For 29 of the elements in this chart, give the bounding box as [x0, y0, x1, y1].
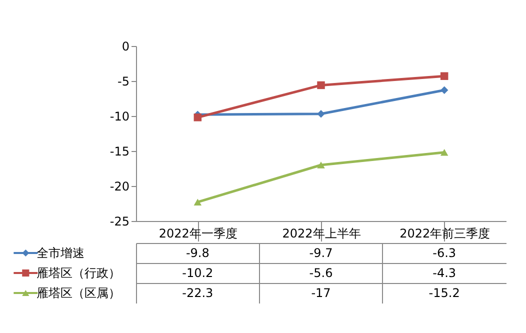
- data-label: -15.2: [428, 286, 460, 300]
- data-label: -6.3: [432, 246, 456, 260]
- point: [317, 162, 325, 168]
- x-tick-label: 2022年上半年: [282, 226, 361, 240]
- data-label: -22.3: [182, 286, 214, 300]
- data-label: -9.8: [186, 246, 210, 260]
- data-label: -10.2: [182, 266, 214, 280]
- legend-label: 全市增速: [36, 246, 84, 260]
- point: [194, 198, 202, 206]
- y-tick-label: -20: [110, 180, 130, 194]
- x-tick-label: 2022年前三季度: [400, 226, 490, 240]
- data-label: -9.7: [309, 246, 333, 260]
- point: [440, 149, 448, 156]
- y-tick-label: -15: [110, 144, 130, 158]
- y-tick-label: -25: [110, 214, 130, 228]
- legend-label: 雁塔区（区属）: [36, 286, 120, 300]
- point: [440, 86, 448, 94]
- y-tick-label: -10: [110, 110, 130, 124]
- point: [440, 72, 448, 80]
- x-tick-label: 2022年一季度: [158, 226, 238, 240]
- point: [317, 110, 325, 118]
- data-label: -4.3: [432, 266, 456, 280]
- legend-label: 雁塔区（行政）: [36, 266, 120, 280]
- y-tick-label: -5: [118, 74, 130, 88]
- point: [194, 114, 202, 122]
- point: [317, 81, 325, 90]
- data-label: -5.6: [309, 266, 333, 280]
- data-label: -17: [311, 286, 331, 300]
- y-tick-label: 0: [122, 40, 130, 54]
